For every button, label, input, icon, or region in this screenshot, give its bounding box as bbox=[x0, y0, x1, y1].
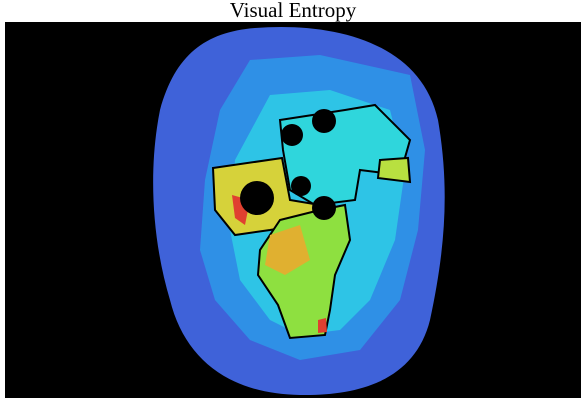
obstacle bbox=[291, 176, 311, 196]
figure-title: Visual Entropy bbox=[230, 0, 357, 22]
entropy-map bbox=[153, 26, 445, 396]
room-small bbox=[376, 156, 412, 184]
hot-spot-2 bbox=[318, 318, 327, 333]
warm-patch bbox=[265, 225, 310, 275]
room-top bbox=[278, 103, 412, 207]
obstacle bbox=[312, 109, 336, 133]
obstacle bbox=[281, 124, 303, 146]
obstacle bbox=[312, 196, 336, 220]
obstacle bbox=[240, 181, 274, 215]
